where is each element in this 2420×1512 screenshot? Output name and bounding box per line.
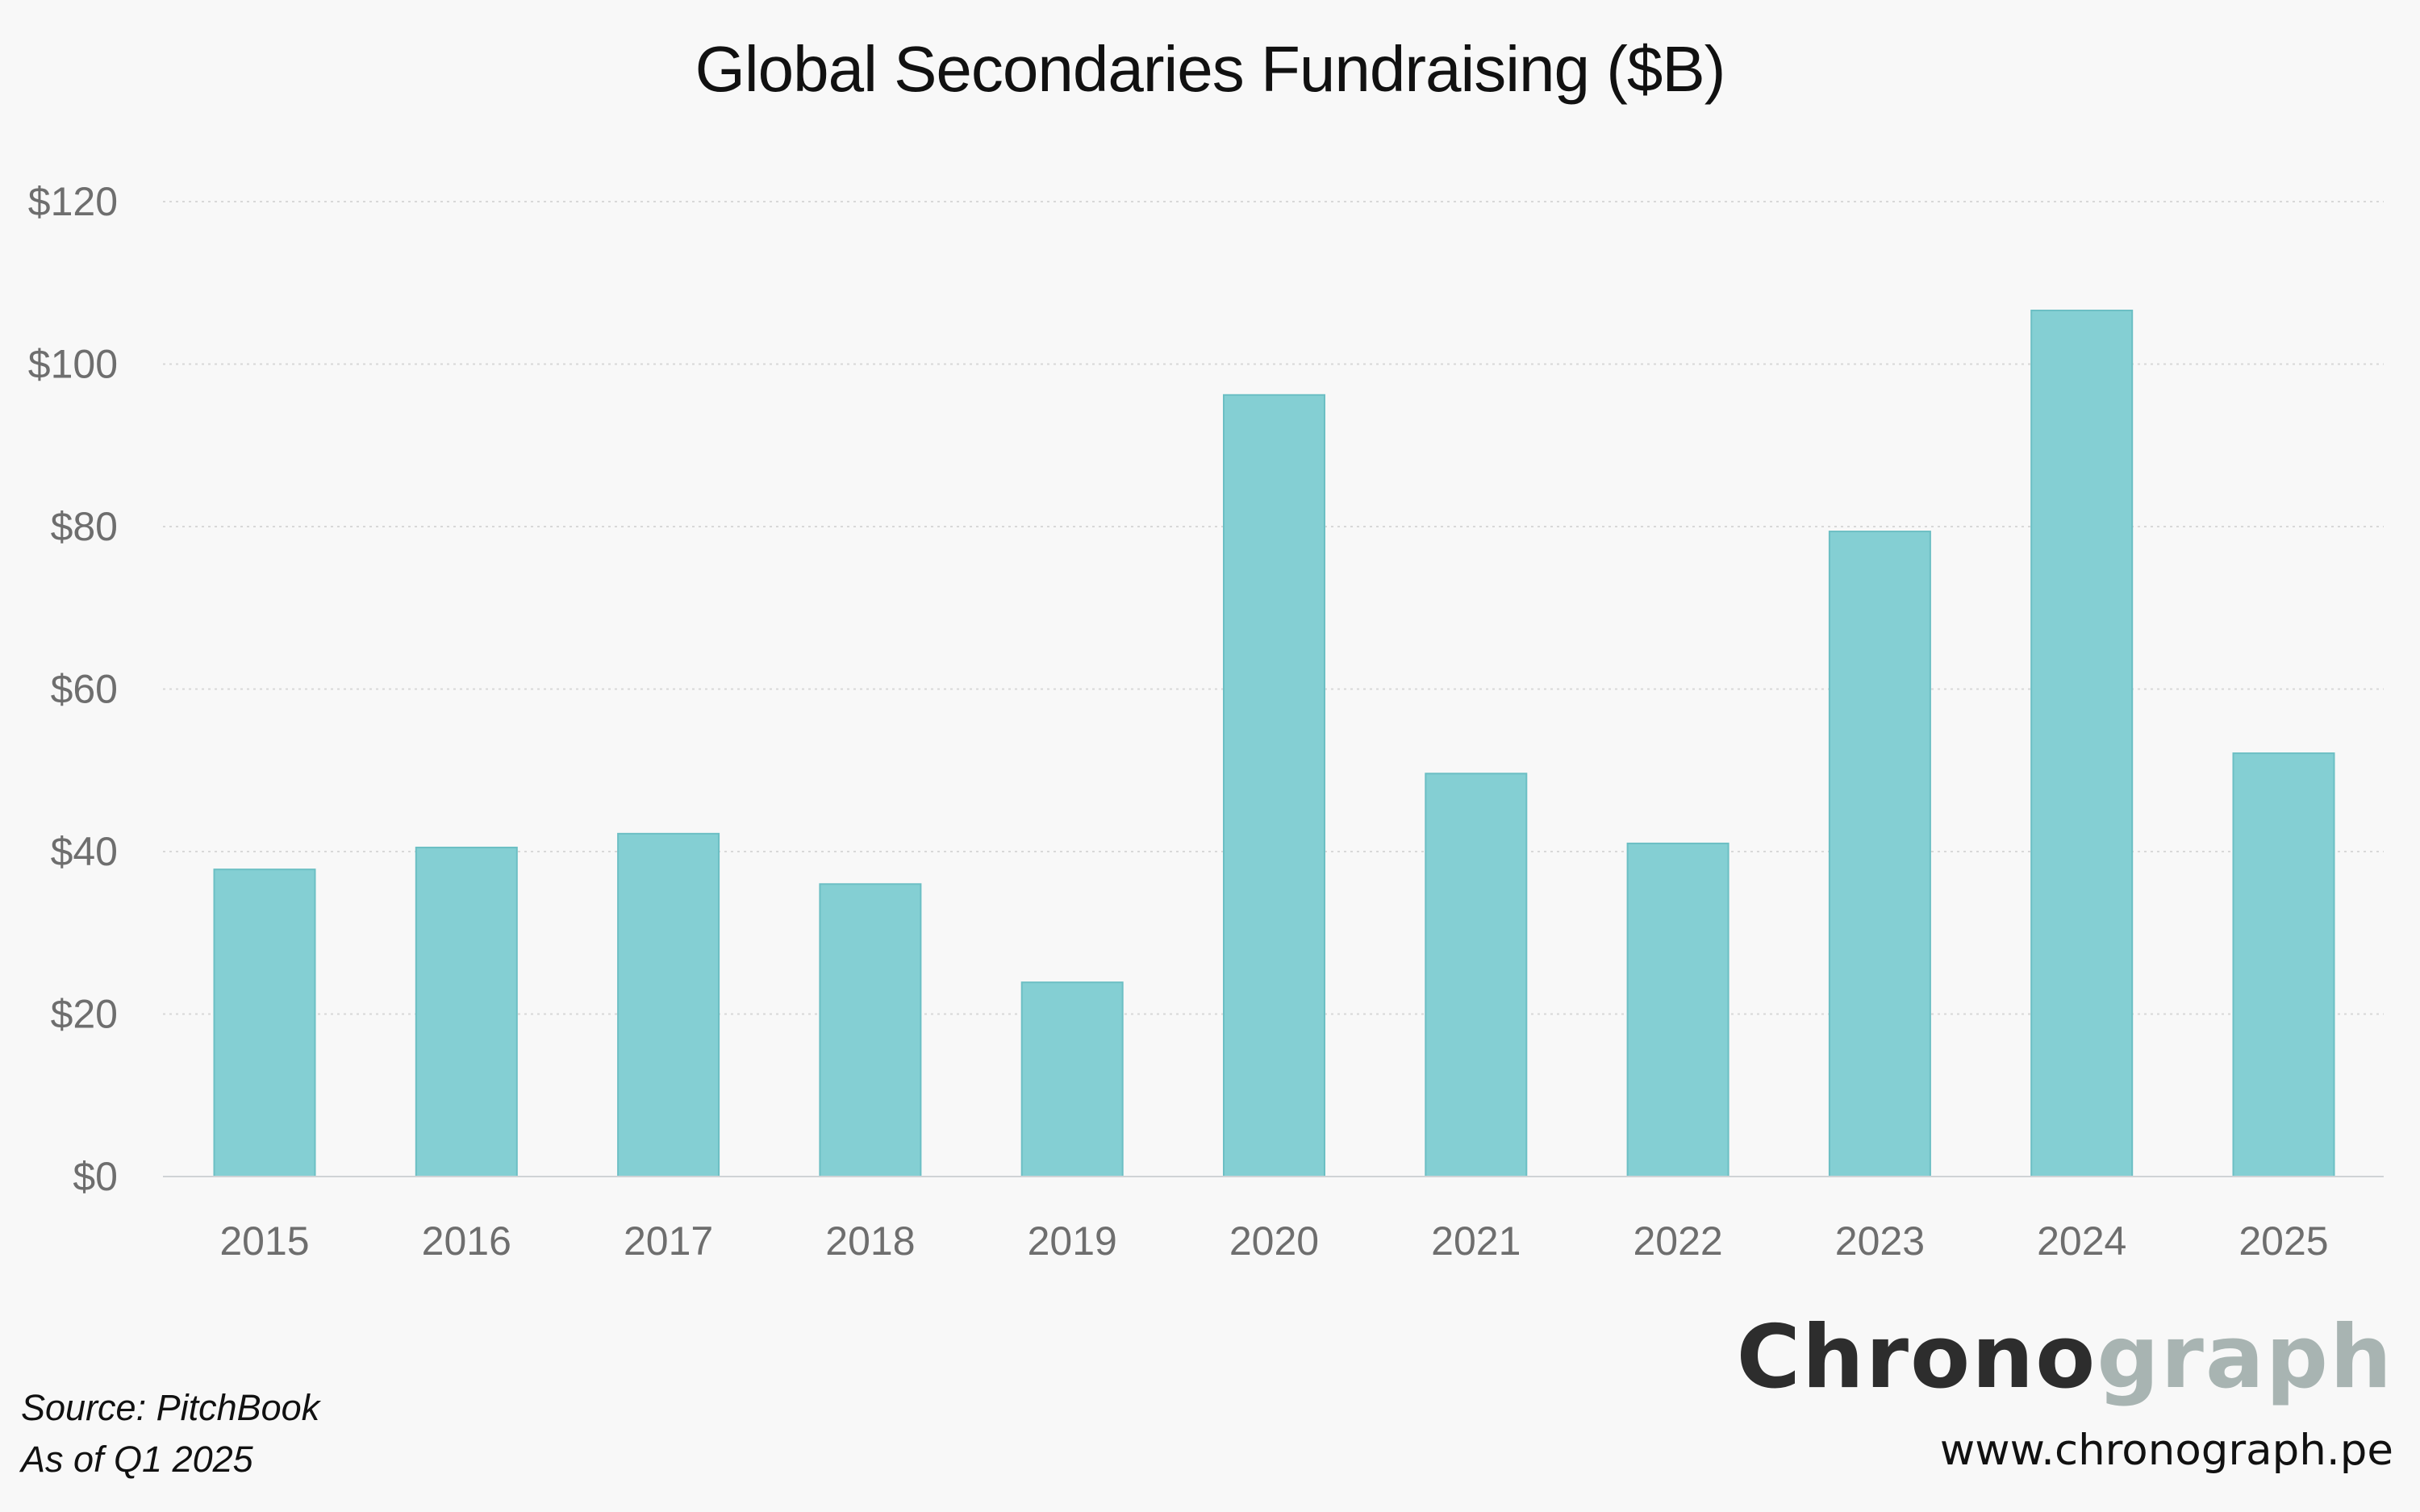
bar-2017 [617,832,720,1177]
x-tick-label: 2020 [1229,1218,1319,1264]
bar-2015 [213,868,316,1178]
chart-title: Global Secondaries Fundraising ($B) [695,33,1726,105]
logo-dark-text: Chrono [1736,1307,2097,1408]
bars [213,310,2335,1178]
x-tick-label: 2017 [624,1218,713,1264]
x-tick-label: 2015 [219,1218,309,1264]
bar-2019 [1020,981,1124,1178]
x-tick-label: 2024 [2037,1218,2126,1264]
bar-2020 [1223,394,1325,1178]
y-tick-label: $120 [28,179,118,224]
bar-2021 [1425,773,1528,1178]
y-tick-label: $80 [51,504,118,549]
source-note: Source: PitchBook [21,1387,320,1428]
bar-2018 [819,883,922,1178]
bar-2016 [415,846,518,1178]
x-tick-label: 2022 [1633,1218,1722,1264]
bar-2025 [2232,752,2335,1177]
x-tick-label: 2018 [825,1218,915,1264]
bar-2022 [1626,842,1729,1178]
x-tick-label: 2019 [1028,1218,1117,1264]
x-axis-ticks: 2015 2016 2017 2018 2019 2020 2021 2022 2023 2024… [219,1218,2328,1264]
y-tick-label: $100 [28,342,118,387]
y-axis-ticks: $0 $20 $40 $60 $80 $100 $120 [28,179,118,1199]
as-of-note: As of Q1 2025 [21,1439,253,1480]
brand-url: www.chronograph.pe [1939,1426,2393,1475]
logo-light-text: graph [2097,1307,2393,1408]
chronograph-logo: Chronograph [1737,1314,2393,1402]
y-tick-label: $0 [73,1154,118,1199]
bar-2024 [2030,310,2134,1177]
bar-2023 [1828,531,1931,1177]
x-tick-label: 2023 [1835,1218,1925,1264]
x-tick-label: 2025 [2238,1218,2328,1264]
y-tick-label: $60 [51,667,118,712]
y-tick-label: $20 [51,992,118,1037]
x-tick-label: 2016 [422,1218,511,1264]
x-tick-label: 2021 [1431,1218,1521,1264]
y-tick-label: $40 [51,829,118,874]
